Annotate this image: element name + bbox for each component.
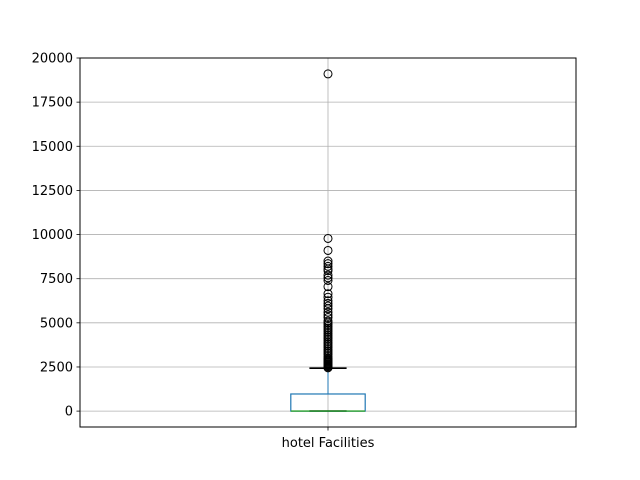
outlier-point — [323, 289, 333, 299]
outlier-point — [323, 259, 333, 269]
outlier-point — [323, 292, 333, 302]
y-tick-label: 17500 — [32, 96, 73, 111]
y-tick-label: 5000 — [40, 316, 73, 331]
outlier-point — [323, 298, 333, 308]
outlier-point — [323, 363, 333, 373]
x-tick-label: hotel Facilities — [282, 436, 375, 451]
y-tick-label: 15000 — [32, 140, 73, 155]
y-tick-label: 20000 — [32, 52, 73, 67]
outlier-point — [323, 301, 333, 311]
y-tick-label: 2500 — [40, 360, 73, 375]
outlier-point — [323, 273, 333, 283]
outlier-point — [323, 270, 333, 280]
outlier-point — [323, 313, 333, 323]
outlier-point — [323, 304, 333, 314]
y-tick-label: 0 — [65, 405, 73, 420]
outlier-point — [323, 282, 333, 292]
y-axis: 0 2500 5000 7500 10000 12500 15000 17500 20000 — [32, 52, 80, 420]
outlier-point — [323, 266, 333, 276]
y-tick-label: 10000 — [32, 228, 73, 243]
outlier-point — [323, 307, 333, 317]
y-tick-label: 12500 — [32, 184, 73, 199]
box-plot-series — [290, 69, 366, 412]
y-tick-label: 7500 — [40, 272, 73, 287]
outlier-point — [323, 261, 333, 271]
outlier-point — [323, 233, 333, 243]
outlier-point — [323, 275, 333, 285]
x-axis: hotel Facilities — [282, 427, 375, 451]
outlier-point — [323, 69, 333, 79]
outlier-point — [323, 245, 333, 255]
